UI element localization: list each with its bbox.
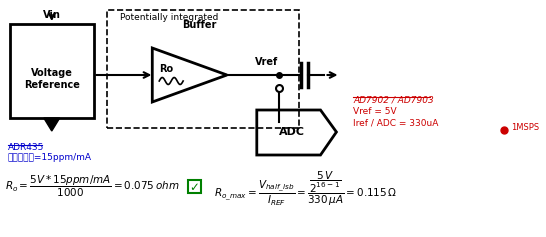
Text: 1MSPS: 1MSPS: [511, 123, 539, 132]
Text: Potentially integrated: Potentially integrated: [120, 13, 218, 22]
Bar: [10, 24, 93, 118]
Text: ADR435: ADR435: [8, 143, 44, 152]
Bar: [188, 180, 201, 193]
Text: Vin: Vin: [43, 10, 61, 20]
Text: Voltage
Reference: Voltage Reference: [24, 68, 80, 90]
Polygon shape: [44, 118, 60, 131]
Text: $R_o = \dfrac{5V * 15ppm/mA}{1000} = 0.075\,ohm$: $R_o = \dfrac{5V * 15ppm/mA}{1000} = 0.0…: [5, 174, 180, 199]
Text: ✓: ✓: [189, 181, 199, 193]
Text: Buffer: Buffer: [182, 20, 216, 30]
Text: Vref: Vref: [255, 57, 278, 67]
Text: 负载寄存器=15ppm/mA: 负载寄存器=15ppm/mA: [8, 153, 92, 162]
Text: Iref / ADC = 330uA: Iref / ADC = 330uA: [353, 118, 439, 127]
Text: $R_{o\_max} = \dfrac{V_{half\_lsb}}{I_{REF}} = \dfrac{\dfrac{5\,V}{2^{16-1}}}{33: $R_{o\_max} = \dfrac{V_{half\_lsb}}{I_{R…: [214, 170, 397, 208]
Text: Vref = 5V: Vref = 5V: [353, 107, 397, 116]
Text: ADC: ADC: [278, 127, 305, 137]
Bar: [108, 10, 299, 128]
Text: Ro: Ro: [159, 64, 173, 74]
Text: AD7902 / AD7903: AD7902 / AD7903: [353, 95, 434, 104]
